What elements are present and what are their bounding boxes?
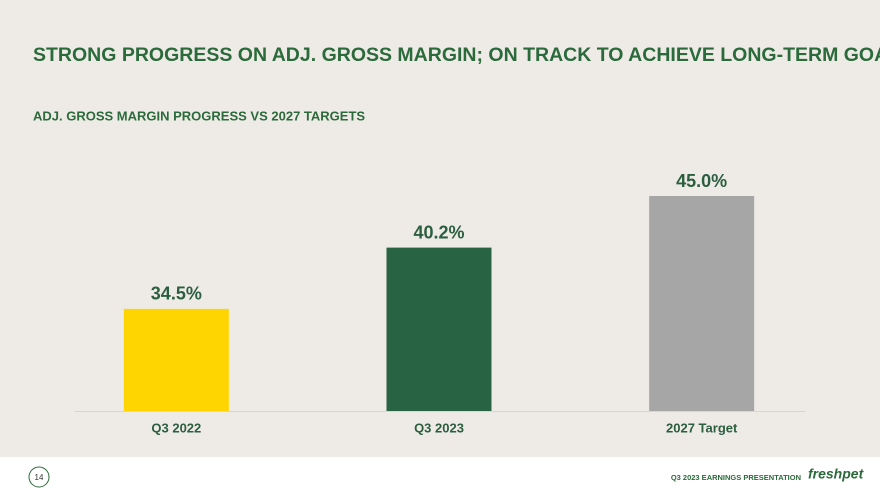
x-tick-label: Q3 2023 — [414, 420, 464, 435]
bar — [649, 196, 755, 411]
value-label: 45.0% — [676, 171, 727, 191]
bar — [123, 308, 229, 411]
bar — [386, 247, 492, 411]
x-tick-label: Q3 2022 — [151, 420, 201, 435]
footer-text: Q3 2023 EARNINGS PRESENTATION — [671, 473, 801, 482]
page-number: 14 — [35, 473, 44, 482]
page-circle — [28, 466, 50, 488]
footer-band — [0, 457, 880, 495]
logo: freshpet — [808, 466, 865, 482]
chart-subtitle: ADJ. GROSS MARGIN PROGRESS VS 2027 TARGE… — [33, 108, 365, 123]
value-label: 40.2% — [413, 222, 464, 242]
chart-title: STRONG PROGRESS ON ADJ. GROSS MARGIN; ON… — [33, 44, 880, 66]
x-tick-label: 2027 Target — [666, 420, 738, 435]
value-label: 34.5% — [151, 284, 202, 304]
